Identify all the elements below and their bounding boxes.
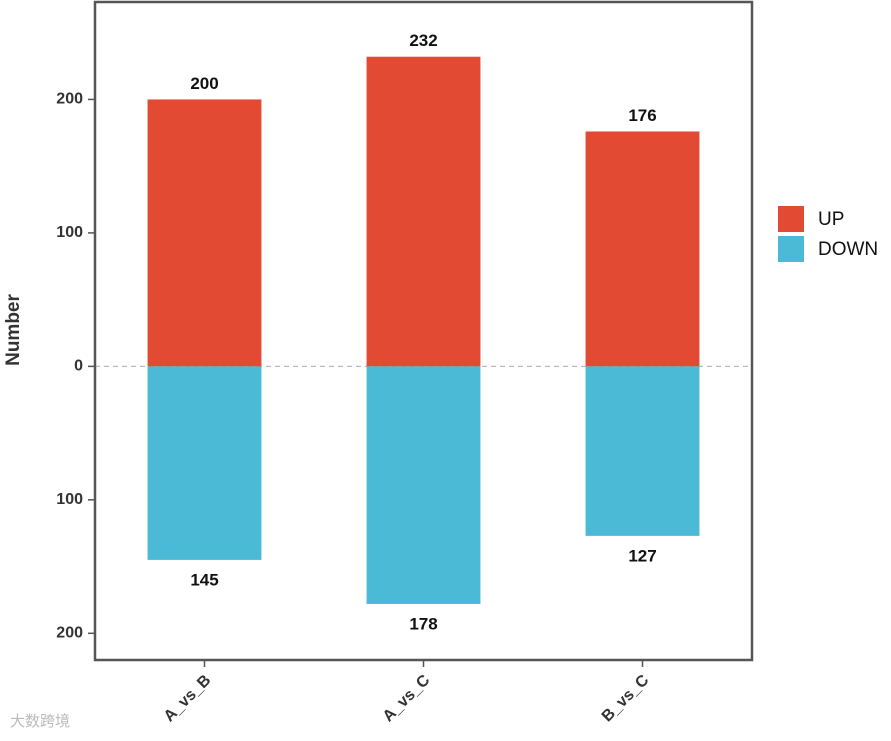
bar xyxy=(366,56,481,367)
data-label: 145 xyxy=(190,570,218,589)
y-tick-label: 100 xyxy=(56,224,83,241)
data-label: 176 xyxy=(628,106,656,125)
data-label: 232 xyxy=(409,31,437,50)
x-tick-label: B_vs_C xyxy=(599,671,653,725)
bar xyxy=(366,366,481,604)
y-tick-label: 200 xyxy=(56,91,83,108)
data-label: 200 xyxy=(190,74,218,93)
data-label: 127 xyxy=(628,546,656,565)
legend-swatch xyxy=(778,236,804,262)
y-tick-label: 200 xyxy=(56,625,83,642)
bar xyxy=(147,99,262,367)
data-label: 178 xyxy=(409,614,437,633)
y-tick-label: 0 xyxy=(74,358,83,375)
bar xyxy=(585,131,700,367)
watermark: 大数跨境 xyxy=(10,712,70,730)
legend-swatch xyxy=(778,206,804,232)
bar xyxy=(585,366,700,536)
y-axis-label: Number xyxy=(3,294,24,366)
x-tick-label: A_vs_C xyxy=(380,671,434,725)
y-tick-label: 100 xyxy=(56,491,83,508)
legend-label: UP xyxy=(818,209,844,230)
x-tick-label: A_vs_B xyxy=(161,672,215,726)
bar xyxy=(147,366,262,560)
legend-label: DOWN xyxy=(818,239,878,260)
